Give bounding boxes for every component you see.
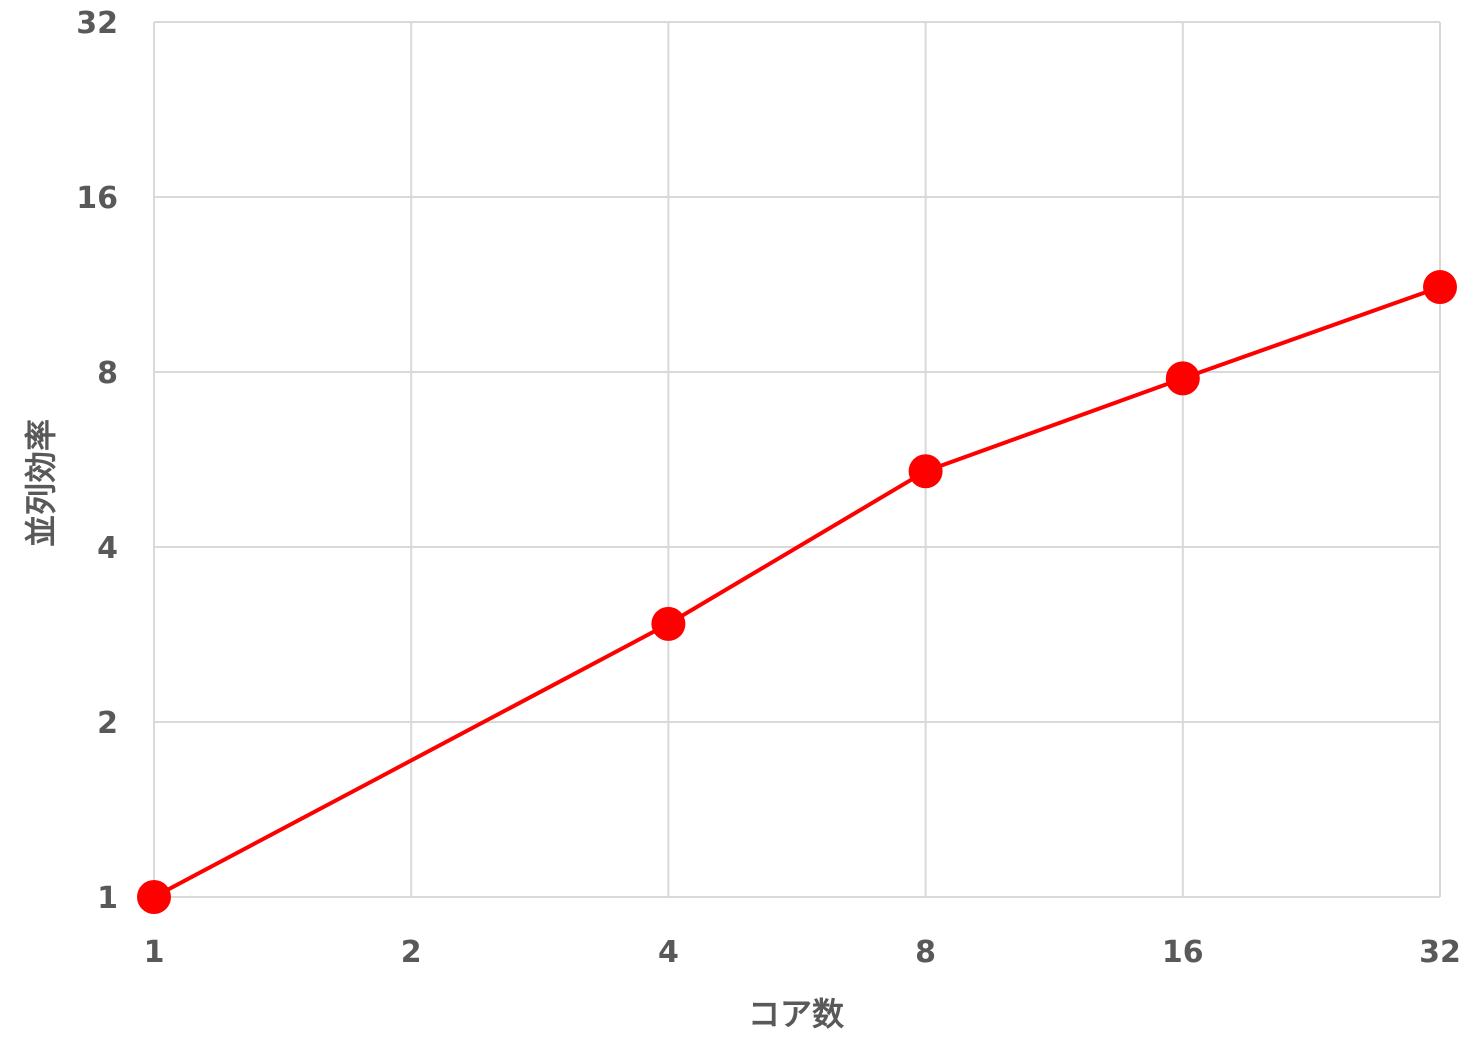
x-tick-label: 4 [658,935,679,970]
y-axis-title: 並列効率 [22,419,60,547]
data-point [1423,270,1457,305]
y-tick-label: 2 [97,706,118,741]
data-point [651,606,686,641]
x-tick-label: 1 [144,935,165,970]
y-axis-ticks: 1 2 4 8 16 32 [76,6,118,916]
y-tick-label: 1 [97,881,118,916]
data-point [908,454,943,489]
x-axis-title: コア数 [748,995,845,1033]
series-line [153,285,1441,899]
y-tick-label: 4 [97,531,118,566]
y-tick-label: 32 [76,6,118,41]
grid [153,21,1441,898]
data-point [137,880,171,914]
x-tick-label: 32 [1419,935,1461,970]
y-tick-label: 8 [97,356,118,391]
x-tick-label: 8 [915,935,936,970]
x-tick-label: 2 [401,935,422,970]
x-tick-label: 16 [1162,935,1204,970]
data-point [1165,361,1200,396]
y-tick-label: 16 [76,181,118,216]
series-group [137,270,1457,914]
x-axis-ticks: 1 2 4 8 16 32 [144,935,1461,970]
